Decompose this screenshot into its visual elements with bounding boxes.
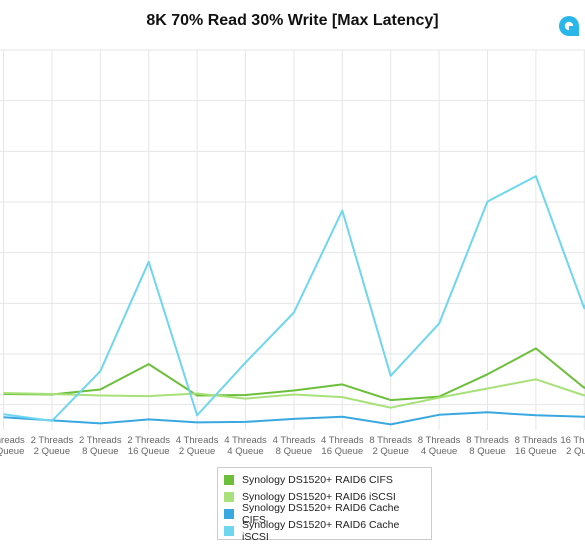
- legend-swatch-cache-iscsi: [224, 525, 234, 536]
- x-tick-label: 2 Queue: [566, 446, 585, 457]
- x-tick-label: 2 Threads: [127, 435, 170, 446]
- series-layer: [3, 175, 585, 426]
- x-tick-label: 8 Threads: [466, 435, 509, 446]
- x-tick-label: 2 Queue: [179, 446, 215, 457]
- x-tick-label: 2 Queue: [34, 446, 70, 457]
- series-line-1: [3, 378, 585, 409]
- legend-swatch-cifs: [224, 474, 234, 485]
- x-tick-label: 4 Queue: [227, 446, 263, 457]
- legend-swatch-iscsi: [224, 491, 234, 502]
- x-tick-label: 8 Threads: [369, 435, 412, 446]
- x-tick-label: 8 Queue: [82, 446, 118, 457]
- legend-item: Synology DS1520+ RAID6 Cache CIFS: [224, 502, 425, 526]
- x-tick-label: 8 Threads: [418, 435, 461, 446]
- x-tick-label: 8 Threads: [515, 435, 558, 446]
- series-line-3: [3, 175, 585, 422]
- x-tick-label: 4 Threads: [176, 435, 219, 446]
- x-tick-label: 2 Queue: [372, 446, 408, 457]
- x-tick-label: 16 Queue: [128, 446, 170, 457]
- x-tick-label: 4 Threads: [273, 435, 316, 446]
- x-tick-label: 8 Queue: [469, 446, 505, 457]
- x-tick-label: 16 Threads: [560, 435, 585, 446]
- x-tick-label: 16 Queue: [515, 446, 557, 457]
- x-tick-label: 16 Queue: [321, 446, 363, 457]
- x-tick-label: 2 Threads: [31, 435, 74, 446]
- legend-label: Synology DS1520+ RAID6 Cache iSCSI: [242, 518, 400, 543]
- x-tick-label: 1 Threads: [0, 435, 25, 446]
- legend-swatch-cache-cifs: [224, 508, 234, 519]
- series-line-0: [3, 347, 585, 402]
- x-tick-label: 16 Queue: [0, 446, 24, 457]
- legend-label: Synology DS1520+ RAID6 CIFS: [242, 473, 393, 486]
- series-line-2: [3, 411, 585, 426]
- x-tick-label: 4 Queue: [421, 446, 457, 457]
- legend-item: Synology DS1520+ RAID6 Cache iSCSI: [224, 519, 425, 543]
- chart-title: 8K 70% Read 30% Write [Max Latency]: [146, 12, 439, 29]
- grid-lines: [0, 49, 585, 430]
- legend-item: Synology DS1520+ RAID6 CIFS: [224, 471, 425, 488]
- x-tick-label: 4 Threads: [224, 435, 267, 446]
- legend-label: Synology DS1520+ RAID6 iSCSI: [242, 490, 396, 503]
- legend: Synology DS1520+ RAID6 CIFS Synology DS1…: [217, 467, 432, 543]
- x-tick-label: 2 Threads: [79, 435, 122, 446]
- brand-logo-icon: [559, 16, 579, 36]
- x-tick-label: 4 Threads: [321, 435, 364, 446]
- legend-label: Synology DS1520+ RAID6 Cache CIFS: [242, 501, 400, 526]
- legend-item: Synology DS1520+ RAID6 iSCSI: [224, 488, 425, 505]
- x-tick-label: 8 Queue: [276, 446, 312, 457]
